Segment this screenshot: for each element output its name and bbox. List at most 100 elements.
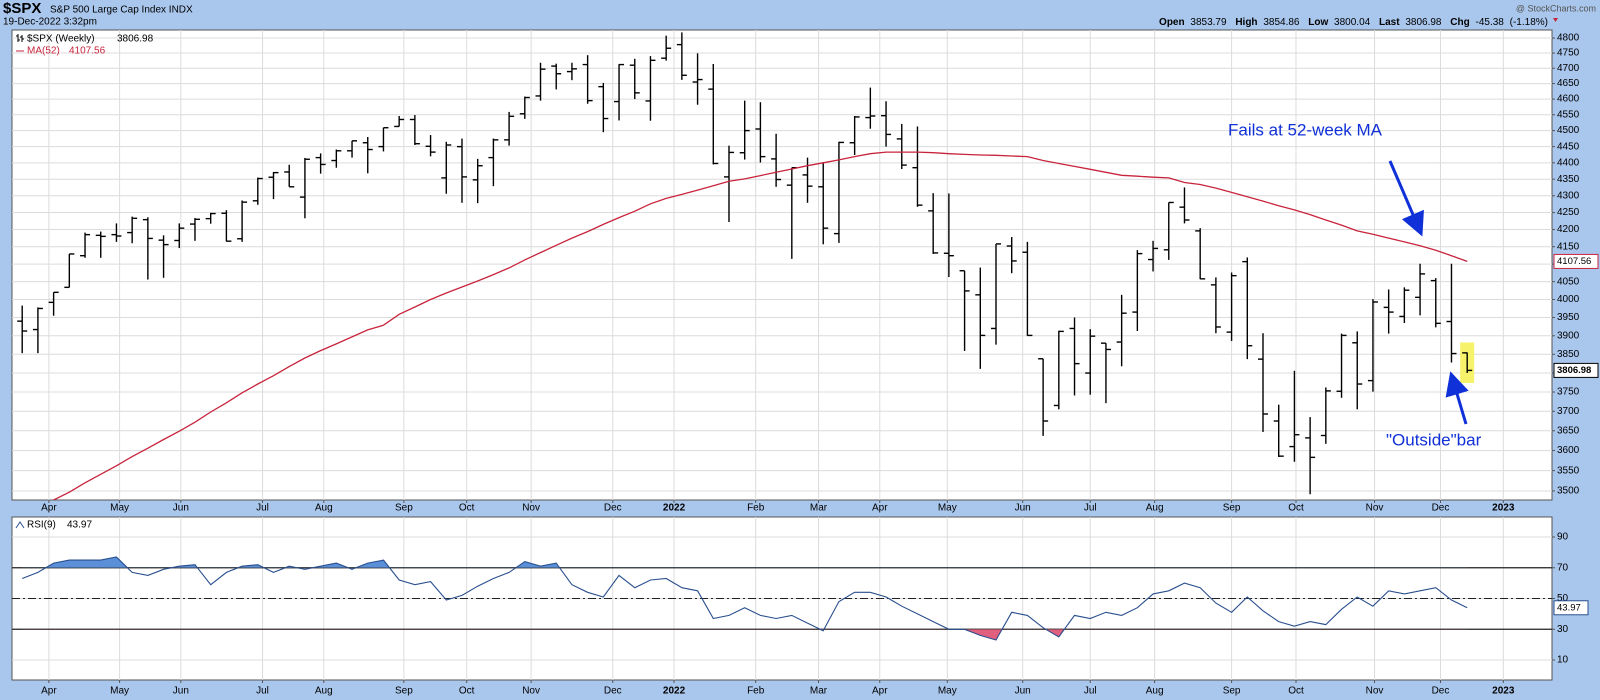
- value-box: [1553, 253, 1599, 269]
- open-value: 3853.79: [1190, 17, 1227, 28]
- high-label: High: [1235, 17, 1257, 28]
- x-tick-label: Jul: [1084, 686, 1097, 697]
- y-tick-label: 50: [1557, 593, 1569, 604]
- x-tick-label: Jun: [173, 503, 189, 514]
- x-tick-label: Aug: [1146, 503, 1164, 514]
- legend-value: 3806.98: [117, 34, 154, 45]
- y-tick-label: 3600: [1557, 445, 1580, 456]
- x-tick-label: Apr: [872, 503, 888, 514]
- change-pct: (-1.18%): [1510, 17, 1548, 28]
- open-label: Open: [1159, 17, 1185, 28]
- price-legend: $SPX (Weekly) 3806.98 MA(52) 4107.56: [16, 34, 154, 57]
- last-label: Last: [1379, 17, 1400, 28]
- y-tick-label: 70: [1557, 562, 1569, 573]
- y-tick-label: 4350: [1557, 174, 1580, 185]
- x-tick-label: Apr: [872, 686, 888, 697]
- low-value: 3800.04: [1334, 17, 1371, 28]
- dropdown-icon[interactable]: [1553, 18, 1558, 22]
- x-tick-label: Oct: [459, 686, 475, 697]
- legend-name: $SPX (Weekly): [27, 34, 95, 45]
- y-tick-label: 4700: [1557, 63, 1580, 74]
- x-tick-label: Feb: [747, 503, 765, 514]
- x-tick-label: 2022: [663, 503, 686, 514]
- y-tick-label: 4150: [1557, 241, 1580, 252]
- y-tick-label: 3900: [1557, 330, 1580, 341]
- price-panel: [11, 29, 1553, 501]
- x-tick-label: Sep: [395, 686, 413, 697]
- x-tick-label: Dec: [604, 503, 622, 514]
- value-box-label: 43.97: [1557, 602, 1581, 613]
- x-tick-label: 2023: [1492, 686, 1515, 697]
- x-tick-label: Jun: [1015, 503, 1031, 514]
- y-tick-label: 3700: [1557, 406, 1580, 417]
- x-tick-label: Jul: [256, 503, 269, 514]
- marks: [12, 32, 1552, 641]
- x-tick-label: Jun: [1015, 686, 1031, 697]
- quote-header: Open 3853.79 High 3854.86 Low 3800.04 La…: [1159, 17, 1548, 28]
- credit: @ StockCharts.com: [1516, 3, 1596, 13]
- y-tick-label: 4450: [1557, 141, 1580, 152]
- y-tick-label: 3500: [1557, 486, 1580, 497]
- value-box: [1553, 362, 1599, 378]
- legend-icon: [16, 34, 24, 42]
- legend-name: RSI(9): [27, 520, 56, 531]
- annotation: "Outside"bar: [1386, 430, 1482, 449]
- rsi-line: [22, 556, 1468, 641]
- x-tick-label: Nov: [522, 686, 540, 697]
- annotation-arrow: [1388, 160, 1424, 237]
- date: 19-Dec-2022 3:32pm: [3, 17, 97, 28]
- overbought-area: [22, 557, 1468, 568]
- x-tick-label: Feb: [747, 686, 765, 697]
- low-label: Low: [1308, 17, 1328, 28]
- y-tick-label: 4650: [1557, 78, 1580, 89]
- legend-name: MA(52): [27, 46, 60, 57]
- x-tick-label: 2022: [663, 686, 686, 697]
- change-label: Chg: [1450, 17, 1469, 28]
- x-tick-label: Aug: [315, 503, 333, 514]
- x-tick-label: Apr: [41, 503, 57, 514]
- y-tick-label: 4050: [1557, 276, 1580, 287]
- y-tick-label: 4500: [1557, 125, 1580, 136]
- y-tick-label: 30: [1557, 624, 1569, 635]
- high-value: 3854.86: [1263, 17, 1300, 28]
- y-tick-label: 4800: [1557, 33, 1580, 44]
- x-tick-label: Mar: [810, 503, 828, 514]
- x-tick-label: Oct: [459, 503, 475, 514]
- last-value: 3806.98: [1405, 17, 1442, 28]
- x-tick-label: Sep: [395, 503, 413, 514]
- y-tick-label: 10: [1557, 655, 1569, 666]
- x-tick-label: Mar: [810, 686, 828, 697]
- value-box-label: 4107.56: [1557, 256, 1591, 267]
- x-tick-label: Sep: [1223, 686, 1241, 697]
- x-tick-label: May: [110, 503, 129, 514]
- x-tick-label: Apr: [41, 686, 57, 697]
- y-tick-label: 4600: [1557, 94, 1580, 105]
- x-tick-label: Dec: [604, 686, 622, 697]
- y-tick-label: 4400: [1557, 157, 1580, 168]
- value-box: [1553, 600, 1589, 616]
- legend-value: 43.97: [67, 520, 92, 531]
- change-value: -45.38: [1476, 17, 1505, 28]
- y-tick-label: 3650: [1557, 425, 1580, 436]
- y-tick-label: 4250: [1557, 207, 1580, 218]
- x-tick-label: Dec: [1432, 686, 1450, 697]
- x-tick-label: Oct: [1288, 686, 1304, 697]
- y-tick-label: 3950: [1557, 312, 1580, 323]
- y-tick-label: 3550: [1557, 465, 1580, 476]
- x-tick-label: Nov: [1366, 686, 1384, 697]
- y-tick-label: 4200: [1557, 224, 1580, 235]
- y-tick-label: 3850: [1557, 349, 1580, 360]
- x-tick-label: Aug: [1146, 686, 1164, 697]
- x-tick-label: Oct: [1288, 503, 1304, 514]
- x-tick-label: Sep: [1223, 503, 1241, 514]
- y-tick-label: 4550: [1557, 109, 1580, 120]
- x-tick-label: Nov: [522, 503, 540, 514]
- y-tick-label: 3750: [1557, 387, 1580, 398]
- x-tick-label: May: [938, 686, 957, 697]
- x-tick-label: Jul: [256, 686, 269, 697]
- symbol: $SPX: [3, 0, 41, 17]
- x-tick-label: Jun: [173, 686, 189, 697]
- x-tick-label: May: [938, 503, 957, 514]
- x-tick-label: Jul: [1084, 503, 1097, 514]
